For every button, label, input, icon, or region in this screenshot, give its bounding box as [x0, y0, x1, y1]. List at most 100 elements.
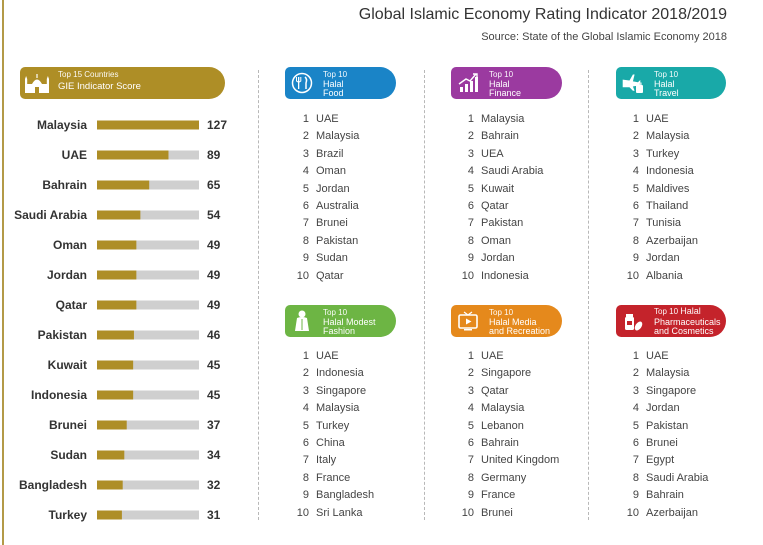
- country-name: Brazil: [316, 147, 344, 160]
- halal-finance-title-line2: Finance: [489, 88, 522, 98]
- rank-number: 10: [626, 269, 639, 282]
- list-item: 10 Brunei: [460, 505, 559, 522]
- country-name: Saudi Arabia: [481, 165, 544, 178]
- country-name: Pakistan: [316, 234, 359, 247]
- country-name: Thailand: [646, 199, 689, 212]
- rank-number: 7: [632, 454, 639, 467]
- list-item: 5 Lebanon: [460, 418, 559, 435]
- rank-number: 10: [296, 269, 309, 282]
- halal-pharma-title-line2: Pharmaceuticals: [654, 317, 721, 327]
- halal-finance-list: 1 Malaysia 2 Bahrain 3 UEA 4 Saudi Arabia 5 Kuwai…: [460, 111, 544, 285]
- country-name: Azerbaijan: [646, 506, 698, 519]
- country-name: UEA: [481, 147, 504, 160]
- rank-number: 3: [302, 384, 309, 397]
- list-item: 4 Jordan: [625, 400, 708, 417]
- rank-number: 5: [302, 419, 309, 432]
- data-label: 65: [207, 178, 221, 192]
- data-label: 31: [207, 508, 221, 522]
- list-item: 6 Australia: [295, 198, 359, 215]
- country-name: Singapore: [481, 367, 532, 380]
- list-item: 4 Malaysia: [295, 400, 374, 417]
- bar-track: [97, 360, 199, 370]
- mosque-icon: [20, 67, 54, 99]
- rank-number: 1: [632, 350, 639, 362]
- rank-number: 10: [461, 506, 474, 519]
- country-name: Azerbaijan: [646, 234, 698, 247]
- bar: [97, 390, 134, 400]
- list-item: 3 Singapore: [625, 383, 708, 400]
- rank-number: 7: [467, 454, 474, 467]
- rank-number: 4: [467, 402, 474, 415]
- list-item: 8 Saudi Arabia: [625, 470, 709, 487]
- list-item: 5 Maldives: [625, 181, 698, 198]
- country-name: Australia: [316, 199, 359, 212]
- country-name: UAE: [316, 113, 339, 125]
- rank-number: 2: [467, 130, 474, 143]
- rank-number: 4: [302, 402, 309, 415]
- halal-travel-title-line2: Travel: [654, 88, 679, 98]
- bar: [97, 510, 122, 520]
- country-name: Lebanon: [481, 419, 524, 432]
- bar: [97, 300, 137, 310]
- list-item: 7 Italy: [295, 452, 374, 469]
- category-label: Bahrain: [42, 178, 87, 192]
- page-title: Global Islamic Economy Rating Indicator …: [358, 6, 727, 23]
- bar-track: [97, 510, 199, 520]
- category-label: Bangladesh: [19, 478, 87, 492]
- bar: [97, 120, 199, 130]
- rank-number: 9: [632, 252, 639, 265]
- halal-media-subtitle: Top 10: [489, 308, 514, 317]
- halal-media-title-line2: and Recreation: [489, 326, 551, 336]
- rank-number: 6: [632, 436, 639, 449]
- category-label: Oman: [53, 238, 87, 252]
- halal-fashion-subtitle: Top 10: [323, 308, 348, 317]
- rank-number: 7: [302, 454, 309, 467]
- halal-pharma-title-line3: and Cosmetics: [654, 326, 714, 336]
- list-item: 9 Sudan: [295, 250, 359, 267]
- halal-pharma-subtitle: Top 10 Halal: [654, 306, 701, 316]
- country-name: Pakistan: [481, 217, 524, 230]
- halal-finance-title-line1: Halal: [489, 79, 510, 89]
- rank-number: 8: [632, 234, 639, 247]
- country-name: Oman: [481, 234, 511, 247]
- halal-media-list: 1 UAE 2 Singapore 3 Qatar 4 Malaysia 5 Lebanon 6 Ba…: [460, 348, 560, 522]
- rank-number: 3: [302, 147, 309, 160]
- country-name: Albania: [646, 269, 683, 282]
- list-item: 3 Qatar: [460, 383, 559, 400]
- category-label: Turkey: [49, 508, 88, 522]
- bar-track: [97, 270, 199, 280]
- category-label: Sudan: [50, 448, 87, 462]
- list-item: 1 Malaysia: [460, 111, 543, 128]
- rank-number: 7: [632, 217, 639, 230]
- bar: [97, 210, 141, 220]
- list-item: 5 Pakistan: [625, 418, 708, 435]
- halal-pharma-header: Top 10 Halal Pharmaceuticals and Cosmeti…: [616, 305, 726, 337]
- list-item: 8 Azerbaijan: [625, 233, 698, 250]
- list-item: 10 Qatar: [295, 268, 359, 285]
- list-item: 4 Malaysia: [460, 400, 559, 417]
- country-name: Bahrain: [646, 489, 684, 502]
- country-name: Malaysia: [316, 402, 360, 415]
- list-item: 10 Sri Lanka: [295, 505, 374, 522]
- country-name: Bahrain: [481, 130, 519, 143]
- country-name: Saudi Arabia: [646, 471, 709, 484]
- rank-number: 8: [467, 471, 474, 484]
- rank-number: 1: [302, 350, 309, 362]
- country-name: Singapore: [646, 384, 697, 397]
- modest-dress-icon: [285, 305, 319, 337]
- rank-number: 9: [467, 252, 474, 265]
- country-name: Malaysia: [646, 367, 690, 380]
- list-item: 10 Albania: [625, 268, 698, 285]
- category-label: Malaysia: [37, 118, 87, 132]
- rank-number: 4: [632, 402, 639, 415]
- list-item: 9 Bahrain: [625, 487, 708, 504]
- rank-number: 3: [467, 384, 474, 397]
- list-item: 4 Oman: [295, 163, 359, 180]
- list-item: 1 UAE: [295, 111, 359, 128]
- list-item: 5 Kuwait: [460, 181, 543, 198]
- rank-number: 2: [632, 367, 639, 380]
- list-item: 6 Bahrain: [460, 435, 559, 452]
- country-name: Brunei: [481, 506, 513, 519]
- list-item: 9 France: [460, 487, 559, 504]
